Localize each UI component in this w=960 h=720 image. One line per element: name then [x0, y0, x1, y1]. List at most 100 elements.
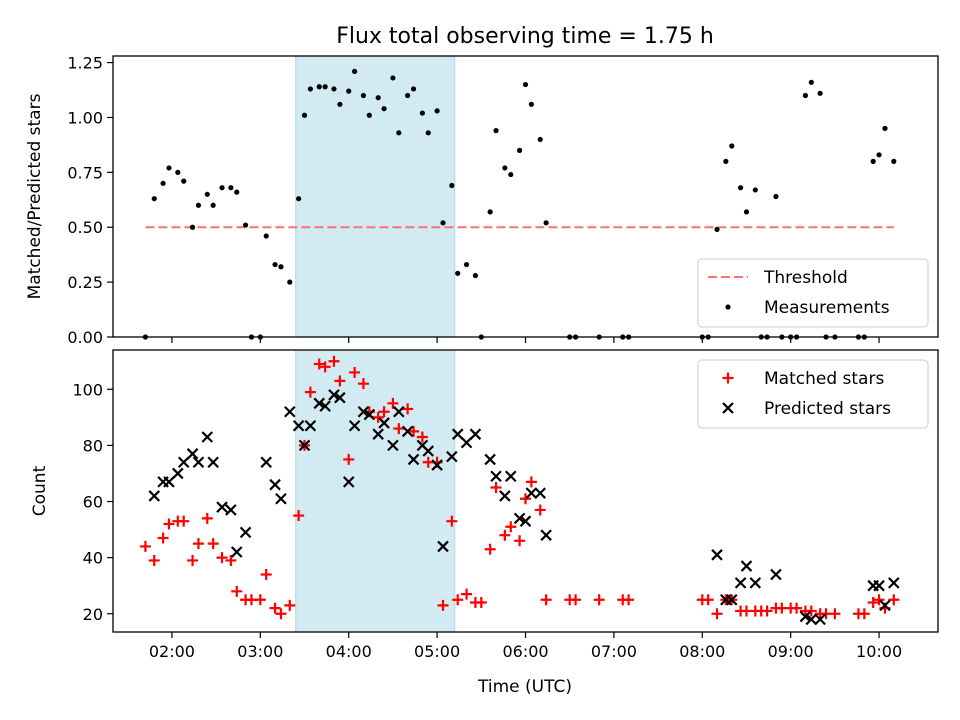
measurement-point	[773, 193, 779, 200]
predicted-star-point	[799, 610, 812, 623]
matched-star-point	[201, 512, 213, 524]
matched-star-point	[254, 594, 266, 606]
predicted-star-point	[216, 501, 228, 513]
predicted-star-point	[372, 428, 384, 440]
matched-star-point	[475, 597, 487, 609]
measurement-point	[405, 92, 411, 99]
measurement-point	[425, 130, 431, 136]
matched-star-point	[534, 504, 546, 516]
matched-star-point	[791, 602, 803, 614]
predicted-star-point	[490, 470, 502, 483]
legend-label: Measurements	[764, 298, 890, 318]
matched-star-point	[461, 588, 473, 600]
matched-star-point	[192, 538, 204, 550]
matched-star-point	[520, 493, 531, 505]
matched-star-point	[505, 521, 517, 533]
matched-star-point	[514, 535, 526, 547]
measurement-point	[296, 196, 302, 202]
x-axis-label: Time (UTC)	[477, 677, 572, 697]
measurement-point	[737, 185, 744, 191]
measurement-point	[337, 101, 343, 107]
x-tick-label: 05:00	[414, 642, 460, 661]
matched-star-point	[231, 585, 243, 597]
measurement-point	[396, 130, 402, 136]
predicted-star-point	[319, 400, 331, 412]
matched-star-point	[593, 594, 605, 606]
measurement-point	[316, 84, 322, 90]
measurement-point	[287, 279, 293, 285]
predicted-star-point	[357, 405, 370, 418]
measurement-point	[528, 101, 534, 107]
predicted-star-point	[484, 453, 496, 466]
matched-star-point	[357, 378, 369, 390]
predicted-star-point	[387, 439, 399, 452]
matched-star-point	[139, 540, 151, 552]
matched-star-point	[148, 554, 160, 566]
matched-star-point	[499, 529, 511, 541]
legend-box	[697, 359, 929, 429]
matched-star-point	[858, 608, 870, 620]
measurement-point	[234, 189, 240, 195]
legend-box	[697, 258, 929, 328]
matched-star-point	[805, 605, 817, 617]
measurement-point	[455, 270, 461, 276]
predicted-star-point	[469, 428, 482, 440]
measurement-point	[817, 90, 823, 96]
predicted-star-point	[749, 577, 762, 589]
predicted-star-point	[393, 405, 405, 418]
x-tick-label: 07:00	[591, 642, 637, 661]
x-tick-label: 09:00	[768, 642, 814, 661]
predicted-star-point	[534, 487, 547, 499]
matched-star-point	[711, 608, 723, 620]
matched-star-point	[402, 403, 414, 415]
predicted-star-point	[186, 448, 199, 460]
predicted-star-point	[711, 549, 723, 561]
predicted-star-point	[519, 515, 532, 527]
measurement-point	[322, 84, 328, 90]
y-tick-label: 40	[83, 549, 103, 568]
measurement-point	[434, 108, 440, 114]
matched-star-point	[163, 518, 175, 530]
measurement-point	[517, 147, 523, 153]
measurement-point	[743, 209, 750, 215]
measurement-point	[508, 171, 514, 178]
matched-star-point	[178, 515, 190, 527]
series-group	[139, 355, 900, 626]
matched-star-point	[216, 552, 228, 564]
legend-label: Matched stars	[764, 369, 884, 389]
predicted-star-point	[770, 568, 782, 581]
matched-star-point	[157, 532, 169, 544]
measurement-point	[870, 158, 876, 164]
legend-label: Threshold	[763, 268, 848, 288]
shaded-span	[295, 55, 456, 338]
measurement-point	[346, 88, 352, 94]
measurement-point	[808, 79, 814, 85]
measurement-point	[366, 112, 372, 118]
predicted-star-point	[499, 490, 511, 502]
predicted-star-point	[230, 546, 243, 558]
predicted-star-point	[873, 579, 885, 592]
matched-star-point	[269, 602, 281, 614]
predicted-star-point	[407, 453, 420, 466]
predicted-star-point	[525, 487, 538, 499]
x-tick-label: 04:00	[326, 642, 372, 661]
measurement-point	[472, 272, 479, 279]
predicted-star-point	[363, 408, 376, 421]
top-panel: 0.00 0.25 0.50 0.75 1.00 1.25 Matched/Predicte…	[25, 54, 939, 347]
matched-star-point	[408, 425, 420, 437]
measurement-point	[242, 222, 249, 228]
predicted-star-point	[163, 476, 175, 488]
matched-star-point	[873, 594, 885, 606]
matched-star-point	[187, 554, 199, 566]
measurement-point	[263, 233, 269, 239]
y-axis-label: Count	[30, 465, 50, 516]
matched-star-point	[446, 515, 458, 527]
predicted-star-point	[460, 436, 473, 449]
measurement-point	[449, 182, 455, 189]
measurement-point	[189, 224, 196, 230]
measurement-point	[331, 86, 337, 92]
matched-star-point	[293, 510, 305, 522]
predicted-star-point	[348, 419, 361, 432]
measurement-point	[876, 152, 882, 158]
